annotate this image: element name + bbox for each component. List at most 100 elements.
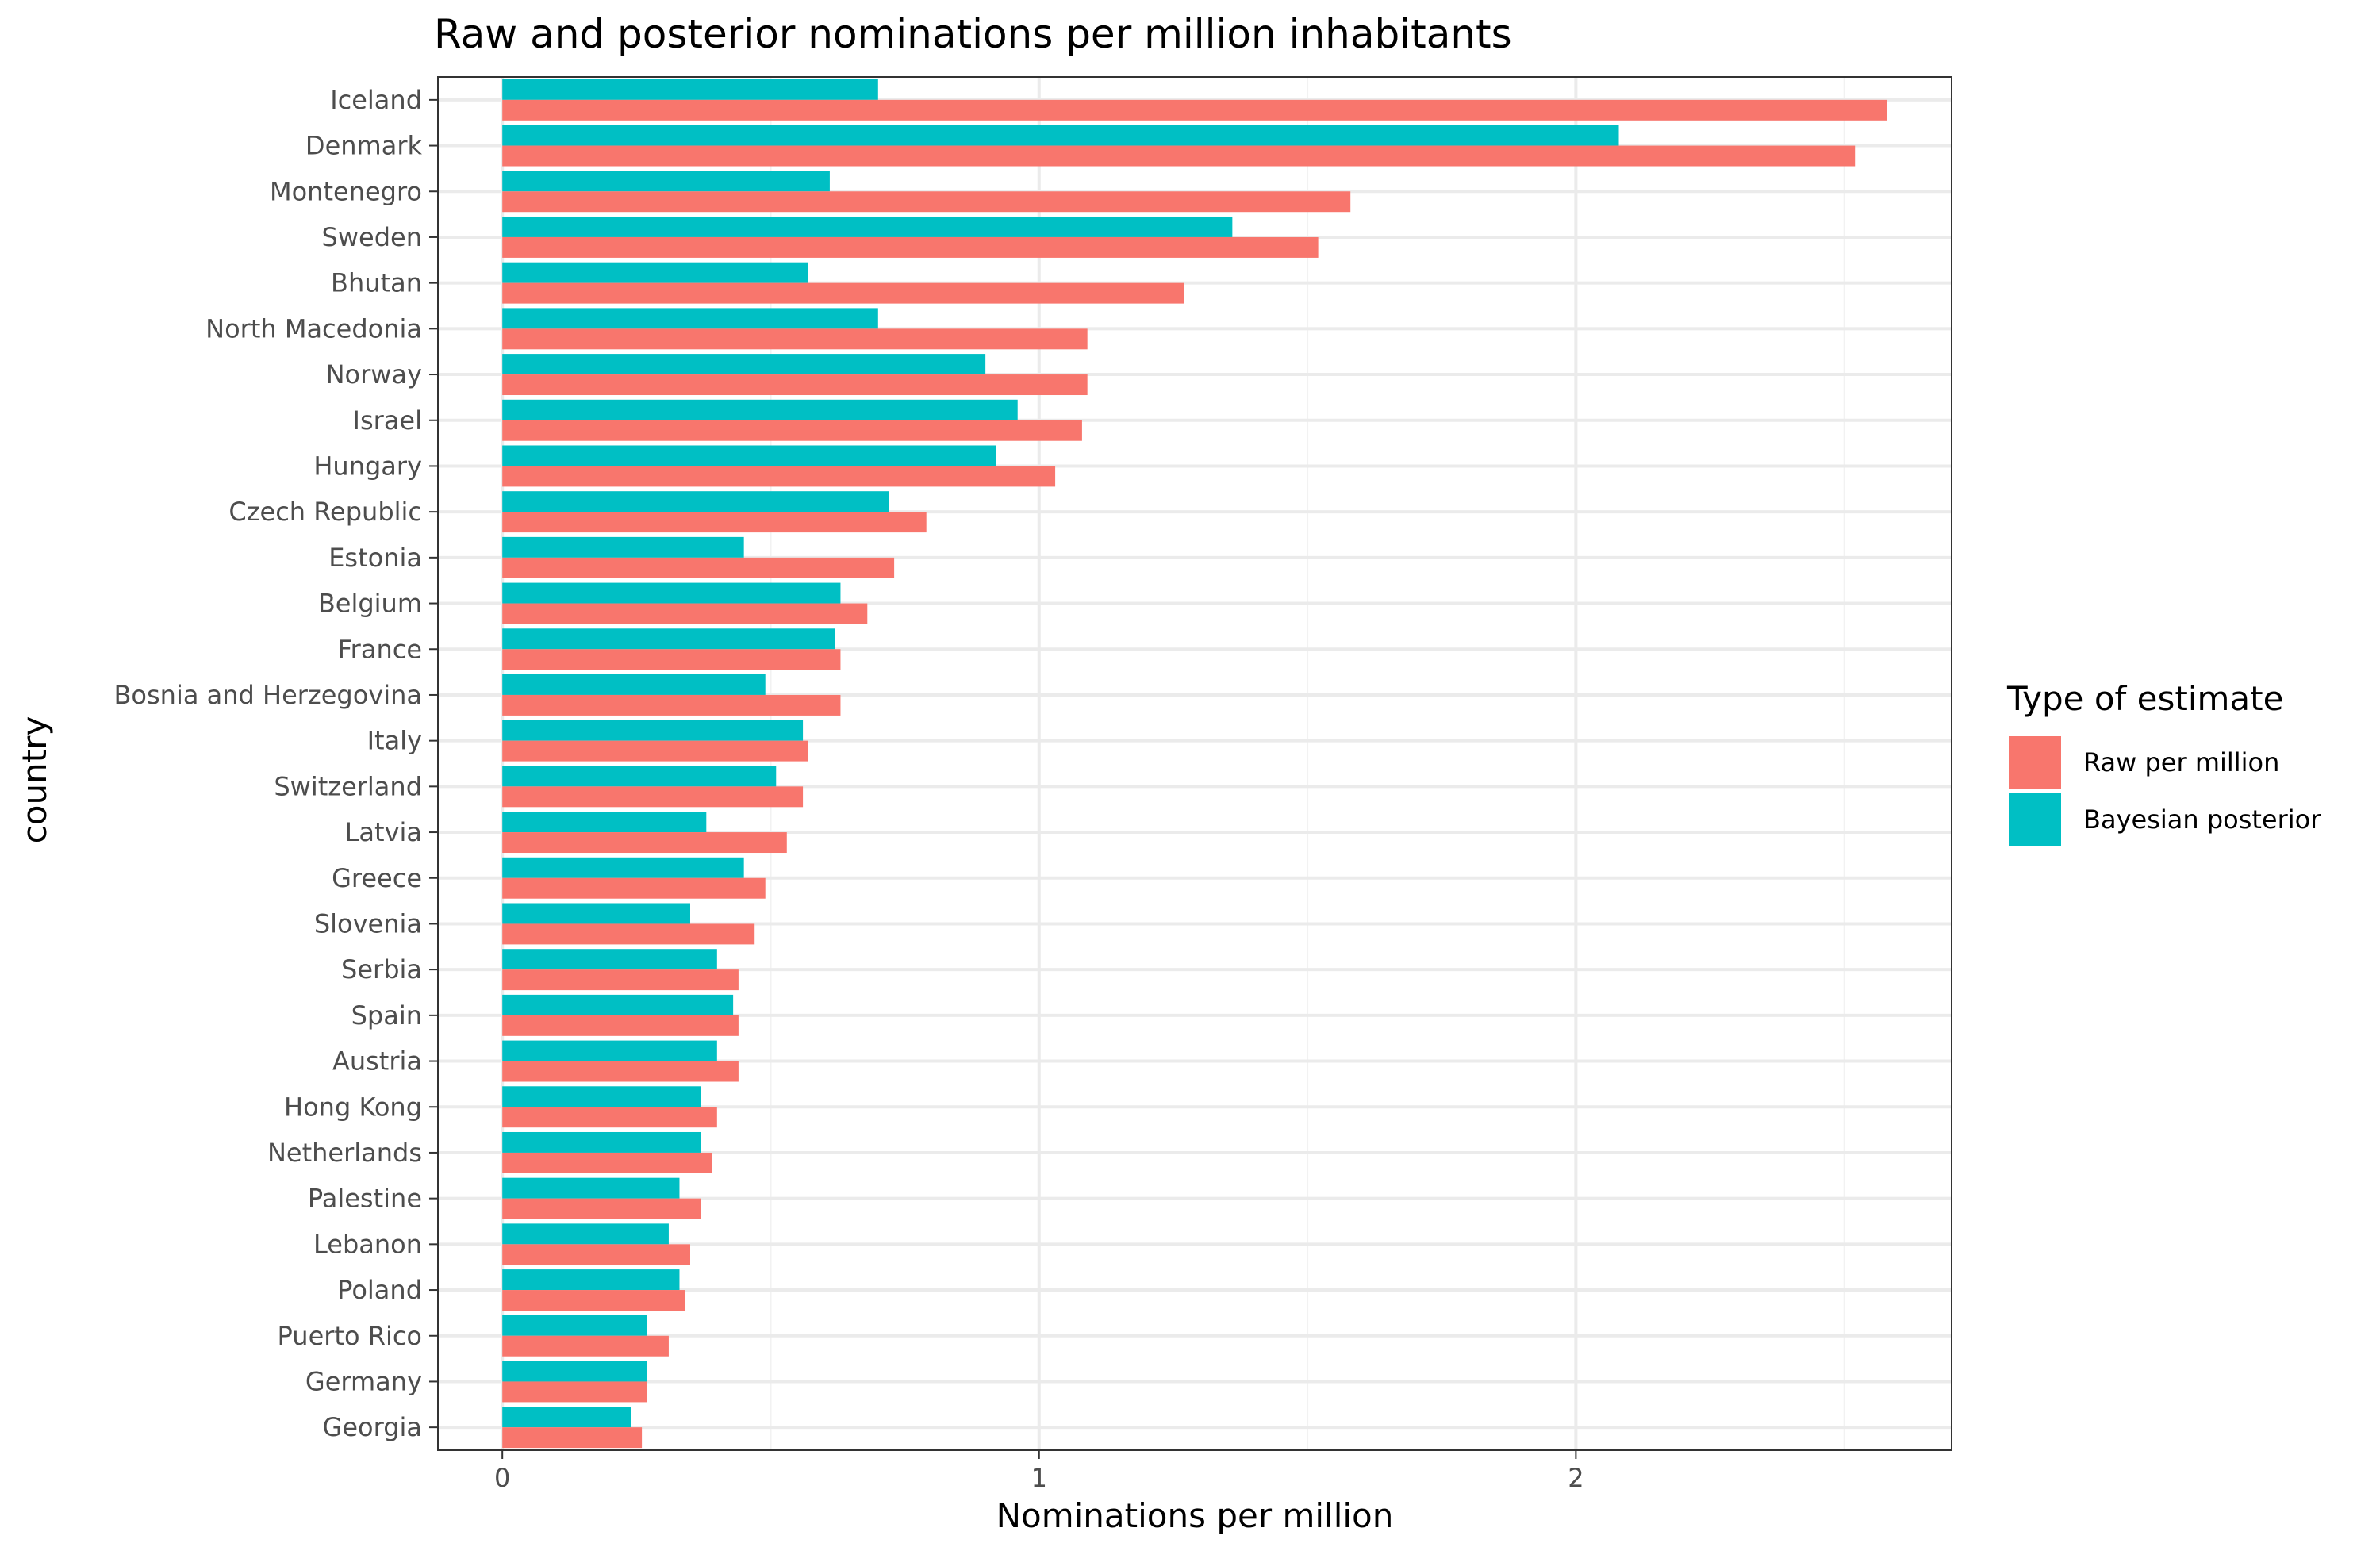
bar-raw	[502, 1381, 647, 1403]
bar-posterior	[502, 399, 1018, 420]
y-tick-label: Austria	[332, 1046, 422, 1077]
bar-raw	[502, 466, 1056, 487]
bar-raw	[502, 1152, 712, 1173]
bar-raw	[502, 603, 868, 624]
bar-posterior	[502, 766, 777, 787]
y-tick-label: Czech Republic	[228, 497, 422, 527]
y-tick-label: Lebanon	[313, 1229, 422, 1259]
y-tick-label: Germany	[305, 1366, 422, 1396]
y-tick-label: Greece	[332, 863, 422, 893]
bar-posterior	[502, 674, 766, 695]
bar-posterior	[502, 994, 734, 1015]
y-tick-label: Palestine	[308, 1184, 422, 1214]
y-tick-label: Bhutan	[331, 268, 422, 298]
y-tick-label: Georgia	[323, 1412, 422, 1442]
bar-posterior	[502, 1361, 647, 1382]
bar-raw	[502, 191, 1351, 213]
bar-posterior	[502, 812, 707, 833]
x-tick-label: 1	[1031, 1463, 1047, 1493]
y-axis-title: country	[15, 716, 54, 844]
bar-raw	[502, 420, 1082, 441]
bar-raw	[502, 557, 895, 578]
y-tick-label: Iceland	[330, 85, 422, 115]
bar-posterior	[502, 1131, 701, 1153]
bar-posterior	[502, 125, 1619, 146]
panel-background	[438, 77, 1952, 1450]
bar-raw	[502, 374, 1088, 396]
bar-posterior	[502, 1086, 701, 1107]
y-tick-label: Montenegro	[270, 176, 422, 206]
y-tick-label: Slovenia	[314, 908, 422, 939]
bar-raw	[502, 1061, 739, 1082]
bar-raw	[502, 969, 739, 991]
x-tick-label: 2	[1568, 1463, 1583, 1493]
chart-title: Raw and posterior nominations per millio…	[434, 11, 1512, 57]
legend-key-raw	[2009, 736, 2061, 789]
legend-title: Type of estimate	[2006, 679, 2283, 718]
bar-posterior	[502, 1223, 669, 1245]
y-tick-label: Switzerland	[274, 771, 422, 801]
bar-raw	[502, 145, 1856, 167]
bar-raw	[502, 832, 787, 854]
bar-posterior	[502, 1177, 680, 1199]
bar-raw	[502, 1015, 739, 1036]
bar-raw	[502, 694, 841, 716]
bar-raw	[502, 923, 755, 945]
bar-posterior	[502, 628, 835, 650]
y-tick-label: Puerto Rico	[278, 1321, 422, 1351]
bar-posterior	[502, 262, 808, 283]
legend-key-posterior	[2009, 793, 2061, 846]
plot-panel	[437, 76, 1952, 1451]
legend-label-posterior: Bayesian posterior	[2083, 804, 2321, 835]
bar-posterior	[502, 1315, 647, 1336]
bar-raw	[502, 99, 1887, 121]
y-tick-label: Serbia	[341, 954, 422, 985]
bar-posterior	[502, 582, 841, 604]
bar-posterior	[502, 354, 986, 375]
y-tick-label: Denmark	[305, 131, 423, 161]
bar-posterior	[502, 903, 690, 924]
bar-raw	[502, 236, 1319, 258]
bar-raw	[502, 877, 766, 899]
bar-posterior	[502, 1407, 631, 1428]
bar-posterior	[502, 79, 878, 100]
bar-posterior	[502, 216, 1233, 237]
y-axis: Iceland Denmark Montenegro Sweden Bhutan Nort…	[113, 85, 438, 1442]
bar-posterior	[502, 308, 878, 329]
bars	[502, 79, 1887, 1449]
y-tick-label: Hong Kong	[284, 1092, 422, 1122]
legend-label-raw: Raw per million	[2083, 747, 2279, 777]
bar-raw	[502, 649, 841, 670]
x-axis: 0 1 2	[494, 1450, 1584, 1493]
x-axis-title: Nominations per million	[996, 1496, 1394, 1535]
y-tick-label: Belgium	[318, 589, 422, 619]
bar-raw	[502, 1335, 669, 1357]
y-tick-label: Poland	[337, 1275, 422, 1305]
bar-raw	[502, 282, 1184, 304]
y-tick-label: Latvia	[345, 817, 422, 847]
bar-posterior	[502, 171, 830, 192]
legend: Type of estimate Raw per million Bayesia…	[2006, 679, 2321, 846]
y-tick-label: Israel	[353, 405, 422, 436]
bar-posterior	[502, 720, 804, 741]
y-tick-label: Bosnia and Herzegovina	[113, 680, 422, 710]
bar-posterior	[502, 857, 744, 878]
bar-posterior	[502, 949, 717, 970]
bar-raw	[502, 1290, 685, 1311]
y-tick-label: Estonia	[328, 543, 422, 573]
bar-raw	[502, 786, 804, 808]
y-tick-label: Spain	[351, 1000, 422, 1031]
bar-posterior	[502, 1040, 717, 1061]
y-tick-label: Sweden	[322, 222, 422, 252]
bar-raw	[502, 1427, 643, 1449]
bar-raw	[502, 328, 1088, 350]
bar-posterior	[502, 536, 744, 558]
panel-border	[437, 76, 1952, 1451]
x-tick-label: 0	[494, 1463, 510, 1493]
y-tick-label: Netherlands	[267, 1138, 422, 1168]
y-tick-label: Hungary	[313, 451, 422, 481]
bar-raw	[502, 512, 927, 533]
y-tick-label: Italy	[367, 726, 422, 756]
bar-raw	[502, 1244, 690, 1265]
